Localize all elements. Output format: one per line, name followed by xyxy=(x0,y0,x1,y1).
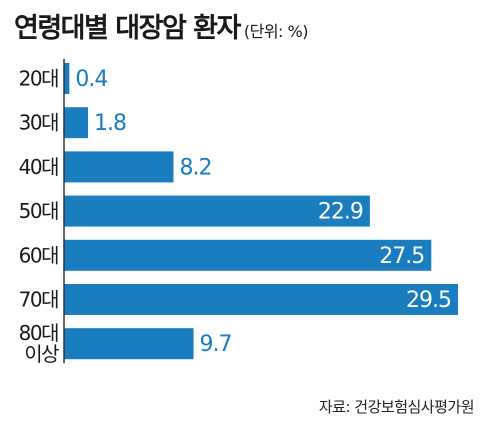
value-label: 27.5 xyxy=(379,244,424,269)
bar xyxy=(64,151,174,183)
category-label: 이상 xyxy=(24,342,59,366)
bar xyxy=(64,195,370,227)
value-label: 22.9 xyxy=(318,200,363,225)
category-label: 50대 xyxy=(19,199,58,223)
value-label: 8.2 xyxy=(180,155,212,180)
category-label: 30대 xyxy=(19,111,58,135)
category-label: 70대 xyxy=(19,288,58,312)
category-label: 20대 xyxy=(19,67,58,91)
bar xyxy=(64,284,458,315)
value-label: 29.5 xyxy=(406,288,451,313)
value-label: 0.4 xyxy=(75,67,107,92)
category-label: 80대 xyxy=(19,321,58,345)
category-label: 60대 xyxy=(19,243,58,267)
value-label: 1.8 xyxy=(94,111,126,136)
unit-label: (단위: %) xyxy=(243,22,309,41)
bar xyxy=(64,107,89,139)
value-label: 9.7 xyxy=(200,332,232,357)
bar xyxy=(64,239,432,271)
chart-title-row: 연령대별 대장암 환자 (단위: %) xyxy=(14,6,308,50)
category-label: 40대 xyxy=(19,155,58,179)
source-note: 자료: 건강보험심사평가원 xyxy=(318,398,475,416)
bar xyxy=(64,328,194,360)
bar xyxy=(64,63,70,94)
chart-title: 연령대별 대장암 환자 xyxy=(14,13,241,44)
